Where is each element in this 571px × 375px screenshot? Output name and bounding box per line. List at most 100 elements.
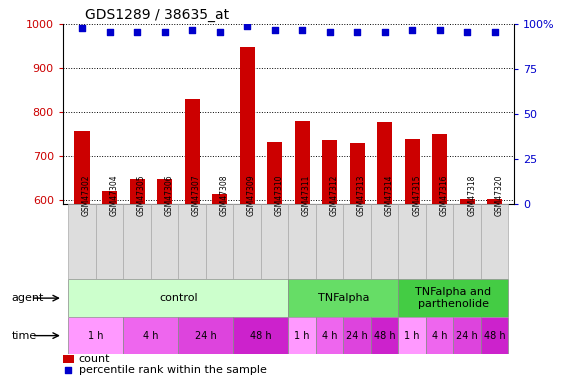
Point [187, 27, 196, 33]
Bar [261, 204, 288, 279]
Bar [69, 317, 123, 354]
Bar [184, 99, 200, 204]
Text: 48 h: 48 h [250, 331, 272, 340]
Point [463, 28, 472, 34]
Bar [343, 317, 371, 354]
Text: time: time [11, 331, 37, 340]
Bar [316, 204, 343, 279]
Text: control: control [159, 293, 198, 303]
Bar [69, 279, 288, 317]
Bar [123, 317, 178, 354]
Text: 48 h: 48 h [374, 331, 396, 340]
Text: GSM47307: GSM47307 [192, 174, 201, 216]
Point [105, 28, 114, 34]
Point [243, 23, 252, 29]
Point [160, 28, 169, 34]
Point [270, 27, 279, 33]
Text: TNFalpha: TNFalpha [317, 293, 369, 303]
Point [325, 28, 334, 34]
Text: GSM47305: GSM47305 [137, 174, 146, 216]
Text: TNFalpha and
parthenolide: TNFalpha and parthenolide [415, 287, 492, 309]
Text: 24 h: 24 h [346, 331, 368, 340]
Bar [316, 317, 343, 354]
Bar [69, 204, 96, 279]
Point [380, 28, 389, 34]
Point [352, 28, 361, 34]
Text: 24 h: 24 h [195, 331, 217, 340]
Bar [178, 317, 234, 354]
Point [408, 27, 417, 33]
Bar [267, 142, 282, 204]
Point [215, 28, 224, 34]
Bar [453, 204, 481, 279]
Text: GSM47311: GSM47311 [302, 174, 311, 216]
Text: GSM47320: GSM47320 [494, 174, 504, 216]
Bar [405, 138, 420, 204]
Text: count: count [79, 354, 110, 364]
Point [435, 27, 444, 33]
Text: GSM47304: GSM47304 [110, 174, 119, 216]
Bar [453, 317, 481, 354]
Text: GSM47316: GSM47316 [440, 174, 449, 216]
Text: GDS1289 / 38635_at: GDS1289 / 38635_at [86, 8, 230, 22]
Text: 1 h: 1 h [88, 331, 103, 340]
Bar [322, 140, 337, 204]
Text: percentile rank within the sample: percentile rank within the sample [79, 365, 267, 375]
Bar [487, 199, 502, 204]
Text: GSM47313: GSM47313 [357, 174, 366, 216]
Text: 48 h: 48 h [484, 331, 505, 340]
Bar [96, 204, 123, 279]
Bar [123, 204, 151, 279]
Text: agent: agent [11, 293, 44, 303]
Bar [178, 204, 206, 279]
Text: GSM47306: GSM47306 [164, 174, 174, 216]
Bar [206, 204, 234, 279]
Text: 4 h: 4 h [432, 331, 448, 340]
Text: 24 h: 24 h [456, 331, 478, 340]
Bar [74, 130, 90, 204]
Bar [343, 204, 371, 279]
Bar [102, 191, 117, 204]
Point [297, 27, 307, 33]
Point [63, 367, 73, 373]
Text: GSM47312: GSM47312 [329, 174, 339, 216]
Text: 1 h: 1 h [295, 331, 310, 340]
Text: GSM47318: GSM47318 [467, 174, 476, 216]
Bar [288, 279, 399, 317]
Bar [426, 317, 453, 354]
Bar [432, 134, 447, 204]
Bar [288, 204, 316, 279]
Bar [399, 204, 426, 279]
Bar [234, 204, 261, 279]
Bar [377, 122, 392, 204]
Bar [399, 279, 508, 317]
Text: GSM47310: GSM47310 [275, 174, 284, 216]
Bar [151, 204, 178, 279]
Bar [295, 122, 309, 204]
Bar [130, 179, 144, 204]
Bar [460, 199, 475, 204]
Bar [288, 317, 316, 354]
Text: 1 h: 1 h [404, 331, 420, 340]
Bar [481, 204, 508, 279]
Bar [63, 356, 74, 363]
Text: 4 h: 4 h [143, 331, 159, 340]
Point [78, 25, 87, 31]
Bar [399, 317, 426, 354]
Text: GSM47315: GSM47315 [412, 174, 421, 216]
Bar [212, 194, 227, 204]
Bar [371, 317, 399, 354]
Bar [234, 317, 288, 354]
Text: GSM47308: GSM47308 [220, 174, 228, 216]
Text: GSM47302: GSM47302 [82, 174, 91, 216]
Bar [157, 179, 172, 204]
Bar [349, 143, 365, 204]
Text: GSM47309: GSM47309 [247, 174, 256, 216]
Point [132, 28, 142, 34]
Bar [481, 317, 508, 354]
Bar [426, 204, 453, 279]
Point [490, 28, 499, 34]
Bar [239, 47, 255, 204]
Bar [371, 204, 399, 279]
Text: GSM47314: GSM47314 [385, 174, 393, 216]
